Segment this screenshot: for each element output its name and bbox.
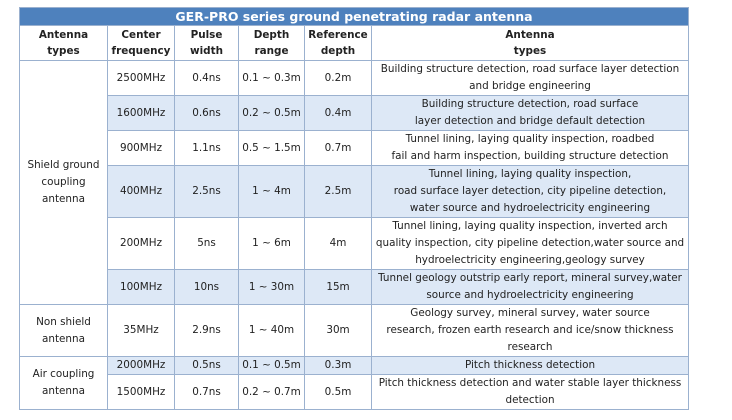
pulse-width-cell: 2.5ns — [174, 165, 239, 218]
table-body: Shield ground coupling antenna 2500MHz 0.4ns… — [19, 60, 690, 410]
application-line: source and hydroelectricity engineering — [426, 289, 634, 301]
reference-depth-cell: 4m — [304, 217, 372, 270]
table-row: Air coupling antenna 2000MHz 0.5ns 0.1 ~ 0.5… — [19, 356, 690, 410]
header-pulse-width: Pulse width — [174, 25, 239, 61]
application-line: Tunnel geology outstrip early report, mi… — [378, 272, 682, 284]
spec-table: GER-PRO series ground penetrating radar … — [18, 7, 690, 410]
application-line: research, frozen earth research and ice/… — [386, 324, 674, 336]
depth-range-cell: 0.1 ~ 0.5m — [238, 356, 305, 375]
header-center-frequency: Center frequency — [107, 25, 175, 61]
antenna-type-line: antenna — [42, 193, 85, 205]
application-line: Building structure detection, road surfa… — [380, 63, 680, 75]
application-line: research — [507, 341, 553, 353]
application-cell: Pitch thickness detection and water stab… — [370, 374, 690, 410]
table-row: 1500MHz 0.7ns 0.2 ~ 0.7m 0.5m Pitch thicknes… — [20, 374, 690, 410]
reference-depth-cell: 0.2m — [304, 60, 372, 96]
table-row: Shield ground coupling antenna 2500MHz 0.4ns… — [19, 60, 690, 305]
table-row: 1600MHz 0.6ns 0.2 ~ 0.5m 0.4m Building struc… — [20, 95, 690, 131]
application-line: Geology survey, mineral survey, water so… — [410, 307, 650, 319]
pulse-width-cell: 10ns — [174, 269, 239, 305]
depth-range-cell: 1 ~ 6m — [238, 217, 305, 270]
application-line: water source and hydroelectricity engine… — [409, 202, 651, 214]
table-title: GER-PRO series ground penetrating radar … — [18, 7, 690, 26]
reference-depth-cell: 0.5m — [304, 374, 372, 410]
center-frequency-cell: 100MHz — [107, 269, 175, 305]
table-row: 900MHz 1.1ns 0.5 ~ 1.5m 0.7m Tunnel lining, … — [20, 130, 690, 166]
center-frequency-cell: 2000MHz — [107, 356, 175, 375]
pulse-width-cell: 0.5ns — [174, 356, 239, 375]
header-application: Antenna types — [370, 25, 690, 61]
table-row: 400MHz 2.5ns 1 ~ 4m 2.5m Tunnel lining, layi… — [20, 165, 690, 218]
application-cell: Building structure detection, road surfa… — [370, 95, 690, 131]
reference-depth-cell: 15m — [304, 269, 372, 305]
antenna-type-line: Shield ground — [27, 159, 100, 171]
application-line: Tunnel lining, laying quality inspection… — [392, 220, 668, 232]
pulse-width-cell: 2.9ns — [174, 304, 239, 357]
center-frequency-cell: 900MHz — [107, 130, 175, 166]
application-cell: Geology survey, mineral survey, water so… — [370, 304, 690, 357]
pulse-width-cell: 0.4ns — [174, 60, 239, 96]
pulse-width-cell: 0.6ns — [174, 95, 239, 131]
pulse-width-cell: 0.7ns — [174, 374, 239, 410]
application-line: Building structure detection, road surfa… — [421, 98, 639, 110]
application-cell: Pitch thickness detection — [370, 356, 690, 375]
application-cell: Tunnel lining, laying quality inspection… — [370, 217, 690, 270]
pulse-width-cell: 1.1ns — [174, 130, 239, 166]
depth-range-cell: 0.1 ~ 0.3m — [238, 60, 305, 96]
application-line: fail and harm inspection, building struc… — [391, 150, 669, 162]
antenna-type-line: coupling — [41, 176, 86, 188]
center-frequency-cell: 1600MHz — [107, 95, 175, 131]
application-line: Tunnel lining, laying quality inspection… — [428, 168, 632, 180]
antenna-type-line: antenna — [42, 385, 85, 397]
application-line: layer detection and bridge default detec… — [414, 115, 646, 127]
reference-depth-cell: 0.4m — [304, 95, 372, 131]
pulse-width-cell: 5ns — [174, 217, 239, 270]
center-frequency-cell: 35MHz — [107, 304, 175, 357]
depth-range-cell: 0.2 ~ 0.5m — [238, 95, 305, 131]
antenna-type-cell: Non shield antenna — [19, 304, 108, 357]
reference-depth-cell: 2.5m — [304, 165, 372, 218]
header-depth-range: Depth range — [238, 25, 305, 61]
reference-depth-cell: 30m — [304, 304, 372, 357]
application-line: Pitch thickness detection — [464, 359, 596, 371]
spec-table-container: GER-PRO series ground penetrating radar … — [18, 7, 690, 410]
center-frequency-cell: 1500MHz — [107, 374, 175, 410]
application-cell: Tunnel geology outstrip early report, mi… — [370, 269, 690, 305]
header-reference-depth: Reference depth — [304, 25, 372, 61]
depth-range-cell: 1 ~ 4m — [238, 165, 305, 218]
antenna-type-line: antenna — [42, 332, 85, 345]
depth-range-cell: 1 ~ 40m — [238, 304, 305, 357]
center-frequency-cell: 400MHz — [107, 165, 175, 218]
application-line: hydroelectricity engineering,geology sur… — [415, 254, 645, 266]
reference-depth-cell: 0.7m — [304, 130, 372, 166]
table-row: Non shield antenna 35MHz 2.9ns 1 ~ 40m 30m Geo… — [19, 304, 690, 357]
table-row: 200MHz 5ns 1 ~ 6m 4m Tunnel lining, laying q… — [20, 217, 690, 270]
header-antenna-types: Antenna types — [19, 25, 108, 61]
application-line: Pitch thickness detection and water stab… — [378, 377, 682, 389]
antenna-type-cell: Air coupling antenna — [19, 356, 108, 410]
application-line: and bridge engineering — [469, 80, 591, 92]
application-line: road surface layer detection, city pipel… — [393, 185, 667, 197]
antenna-type-line: Air coupling — [32, 368, 95, 380]
application-line: quality inspection, city pipeline detect… — [375, 237, 685, 249]
application-cell: Building structure detection, road surfa… — [370, 60, 690, 96]
application-line: Tunnel lining, laying quality inspection… — [405, 133, 655, 145]
application-cell: Tunnel lining, laying quality inspection… — [370, 165, 690, 218]
center-frequency-cell: 2500MHz — [107, 60, 175, 96]
antenna-type-cell: Shield ground coupling antenna — [19, 60, 108, 305]
antenna-type-line: Non shield — [36, 315, 91, 328]
center-frequency-cell: 200MHz — [107, 217, 175, 270]
table-row: 100MHz 10ns 1 ~ 30m 15m Tunnel geology outst… — [20, 269, 690, 305]
depth-range-cell: 1 ~ 30m — [238, 269, 305, 305]
depth-range-cell: 0.2 ~ 0.7m — [238, 374, 305, 410]
depth-range-cell: 0.5 ~ 1.5m — [238, 130, 305, 166]
application-cell: Tunnel lining, laying quality inspection… — [370, 130, 690, 166]
reference-depth-cell: 0.3m — [304, 356, 372, 375]
application-line: detection — [505, 394, 555, 406]
header-row: Antenna types Center frequency Pulse width … — [19, 25, 690, 61]
